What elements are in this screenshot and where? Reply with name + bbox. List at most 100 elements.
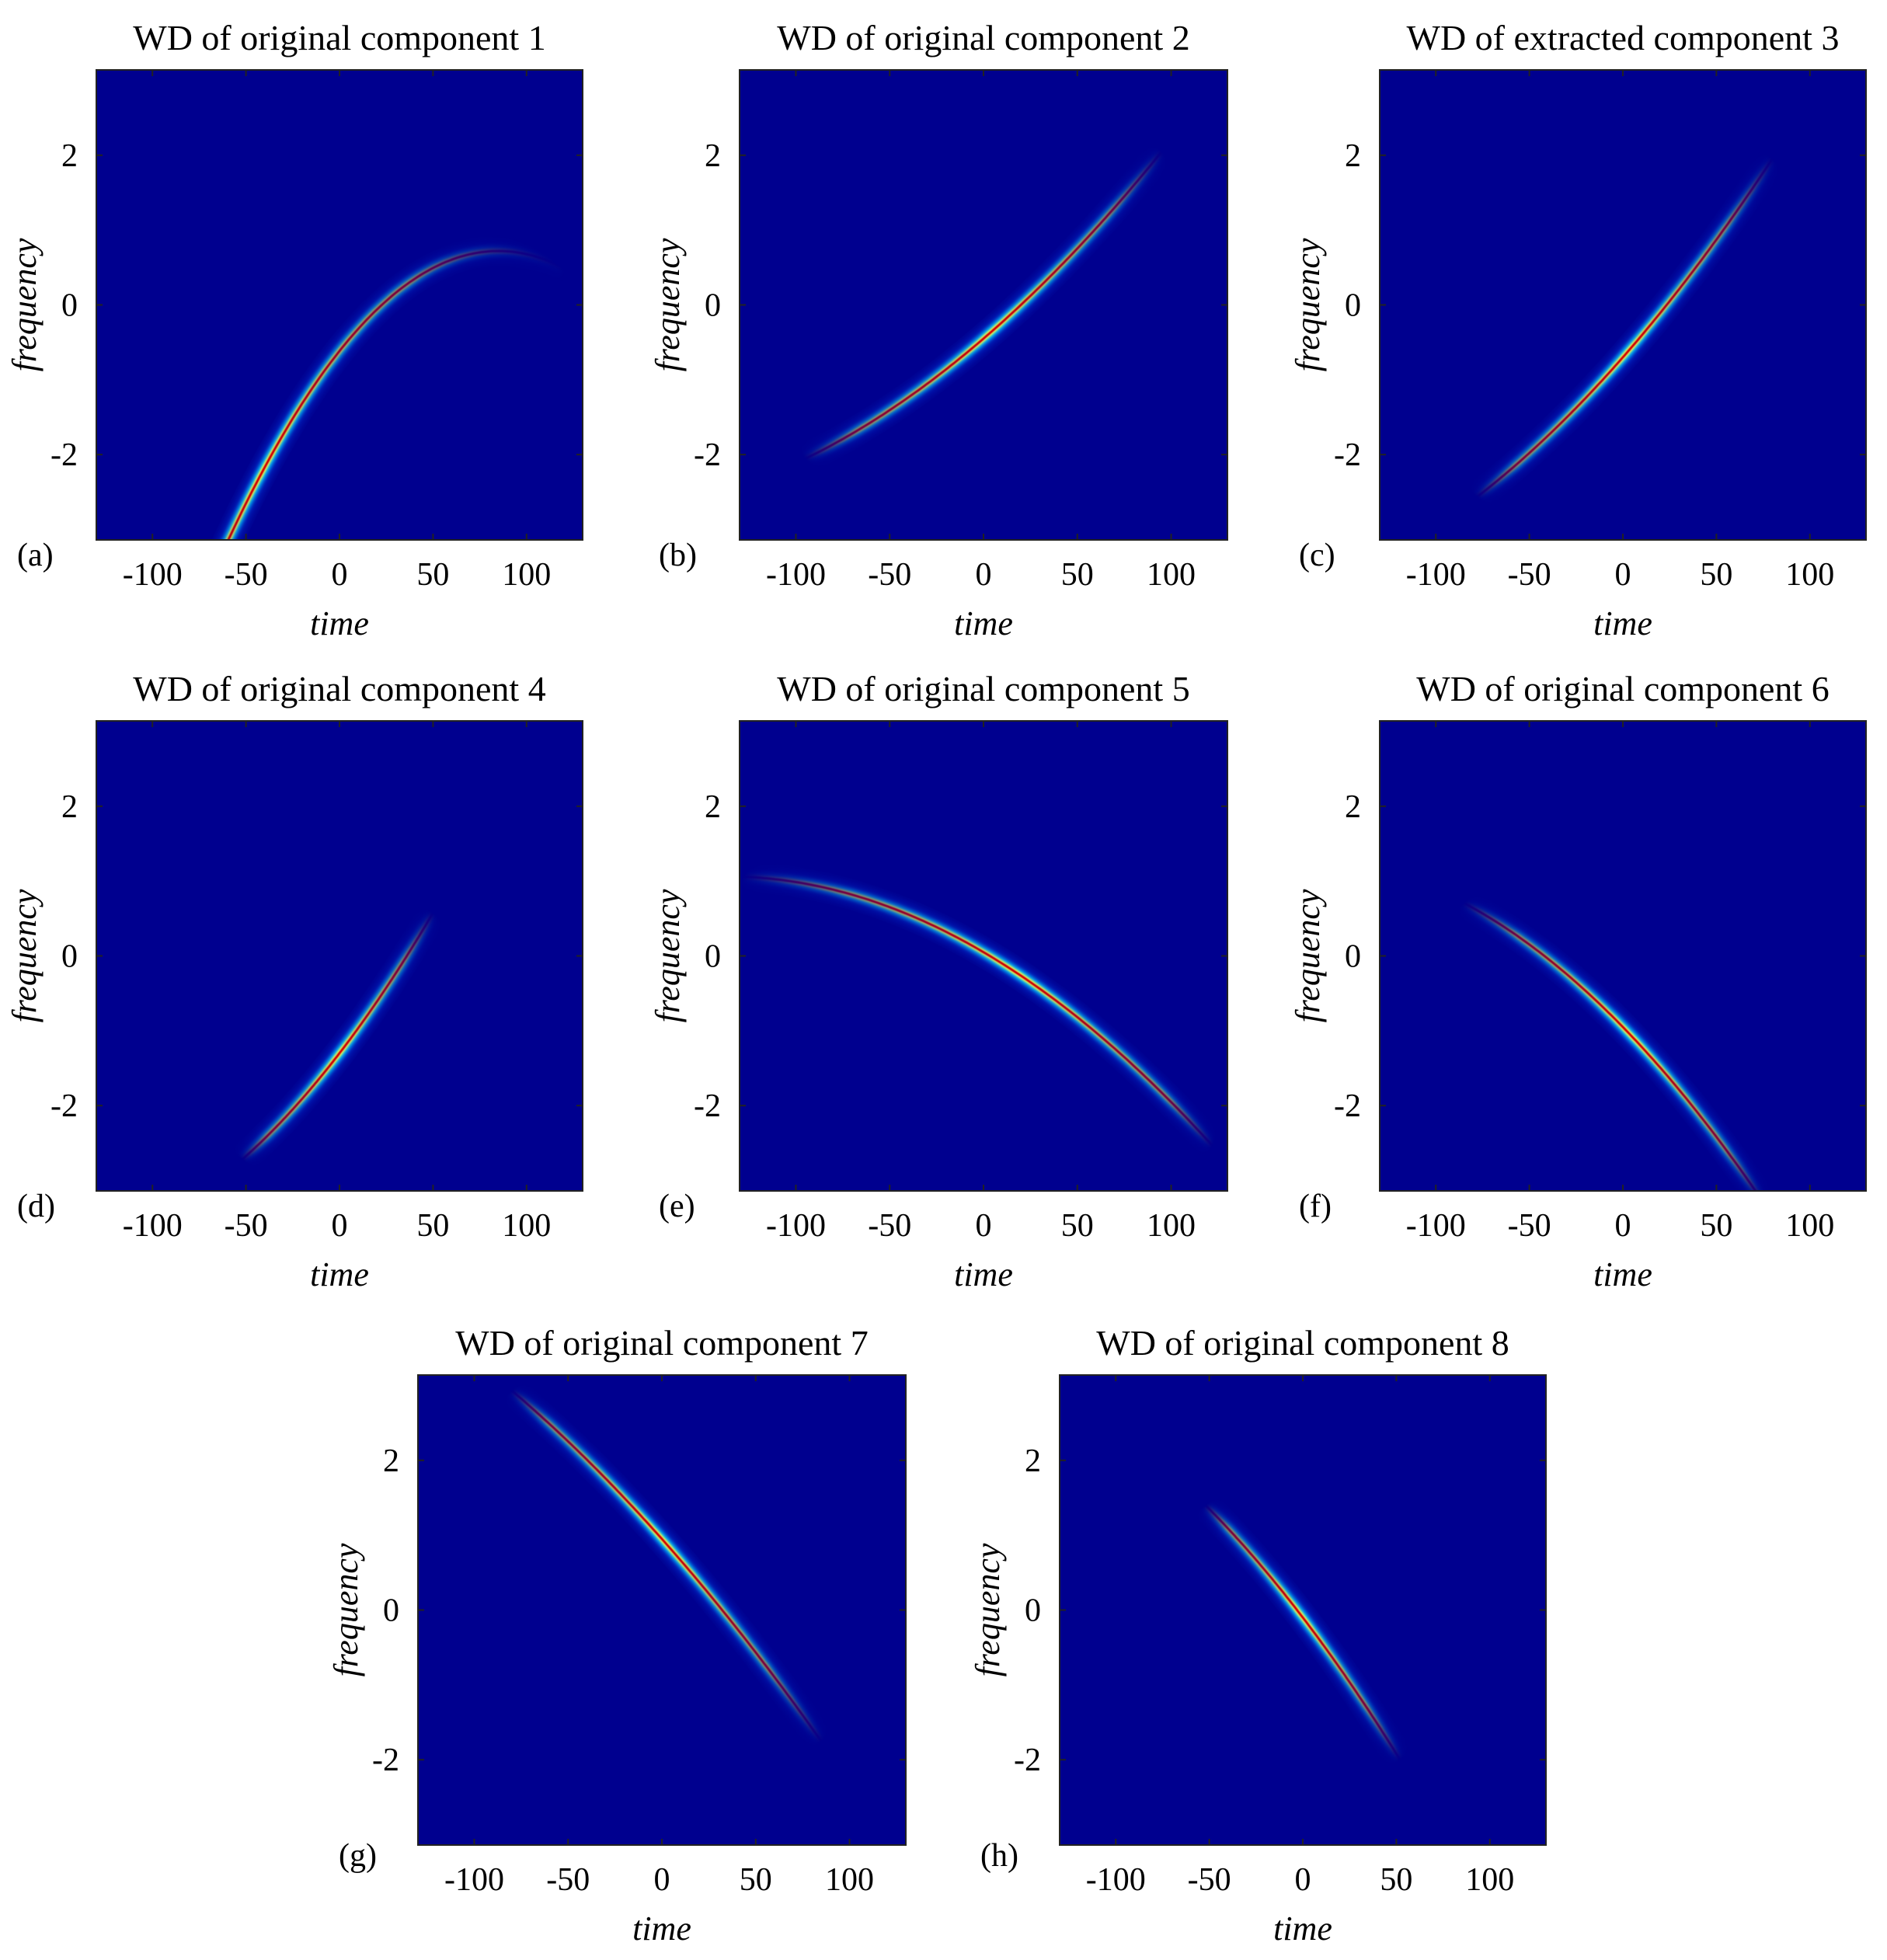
y-tick-label: 2 — [705, 789, 721, 825]
x-tick-label: 100 — [1147, 1208, 1196, 1244]
subplot-title: WD of original component 7 — [455, 1323, 868, 1363]
subplot-title: WD of original component 2 — [777, 18, 1189, 57]
x-tick-label: 0 — [654, 1862, 670, 1898]
x-tick-label: 50 — [416, 1208, 449, 1244]
y-tick-label: 2 — [705, 138, 721, 174]
x-tick-label: -100 — [1406, 1208, 1466, 1244]
y-tick-label: -2 — [50, 1088, 78, 1124]
x-tick-label: -50 — [1508, 557, 1551, 593]
x-tick-label: -100 — [766, 557, 826, 593]
panel-label: (c) — [1299, 538, 1335, 573]
x-tick-label: 50 — [1700, 557, 1732, 593]
x-tick-label: 0 — [1295, 1862, 1311, 1898]
subplot-title: WD of original component 5 — [777, 669, 1189, 708]
subplot-3: -100 -50 0 50 100 -2 0 2 WD of extracted compone… — [1289, 18, 1867, 642]
x-tick-label: 50 — [1061, 1208, 1094, 1244]
heatmap-background — [96, 721, 583, 1191]
x-tick-label: 0 — [976, 1208, 992, 1244]
y-axis-label: frequency — [969, 1543, 1007, 1676]
wd-ridge — [232, 903, 444, 1170]
x-tick-label: 0 — [1615, 1208, 1631, 1244]
x-tick-label: 100 — [1465, 1862, 1514, 1898]
subplot-7: -100 -50 0 50 100 -2 0 2 WD of original componen… — [327, 1323, 907, 1948]
y-axis-label: frequency — [649, 238, 687, 371]
y-axis-label: frequency — [5, 889, 44, 1022]
panel-label: (b) — [659, 538, 697, 573]
x-tick-label: -50 — [225, 557, 268, 593]
subplot-6: -100 -50 0 50 100 -2 0 2 WD of original componen… — [1289, 669, 1867, 1293]
subplot-title: WD of original component 8 — [1096, 1323, 1509, 1363]
y-tick-label: 0 — [705, 288, 721, 324]
x-tick-label: 100 — [1785, 1208, 1834, 1244]
y-axis-label: frequency — [5, 238, 44, 371]
panel-label: (h) — [980, 1838, 1018, 1874]
wd-ridge — [501, 1380, 832, 1752]
panel-label: (d) — [17, 1189, 55, 1224]
y-tick-label: 0 — [61, 939, 78, 975]
wd-ridge — [1454, 893, 1768, 1191]
y-tick-label: -2 — [1334, 1088, 1361, 1124]
subplot-title: WD of extracted component 3 — [1407, 18, 1840, 57]
x-axis-label: time — [310, 1255, 369, 1293]
x-tick-label: 100 — [502, 1208, 551, 1244]
wd-ridge — [795, 141, 1172, 469]
x-tick-label: 50 — [740, 1862, 772, 1898]
x-tick-label: 0 — [332, 1208, 348, 1244]
y-axis-label: frequency — [1289, 238, 1327, 371]
x-tick-label: 0 — [332, 557, 348, 593]
x-tick-label: -100 — [444, 1862, 504, 1898]
x-tick-label: 0 — [1615, 557, 1631, 593]
subplot-8: -100 -50 0 50 100 -2 0 2 WD of original componen… — [969, 1323, 1547, 1948]
y-tick-label: 0 — [61, 288, 78, 324]
y-tick-label: 2 — [61, 138, 78, 174]
ridge-layer — [241, 911, 434, 1161]
x-axis-label: time — [1593, 604, 1652, 642]
y-tick-label: 0 — [1025, 1593, 1041, 1629]
y-tick-label: 2 — [1025, 1443, 1041, 1479]
subplot-title: WD of original component 6 — [1416, 669, 1829, 708]
x-tick-label: -100 — [123, 557, 183, 593]
ridge-layer — [510, 1389, 823, 1743]
x-tick-label: 50 — [1061, 557, 1094, 593]
x-tick-label: 0 — [976, 557, 992, 593]
y-tick-label: -2 — [694, 437, 721, 473]
y-tick-label: -2 — [1334, 437, 1361, 473]
x-tick-label: -50 — [868, 1208, 911, 1244]
ridge-layer — [1204, 1504, 1401, 1761]
y-tick-label: 2 — [383, 1443, 399, 1479]
x-axis-label: time — [632, 1910, 691, 1948]
panel-label: (a) — [17, 538, 54, 573]
y-tick-label: 2 — [1345, 138, 1361, 174]
y-tick-label: 0 — [1345, 939, 1361, 975]
y-axis-label: frequency — [649, 889, 687, 1022]
subplot-5: -100 -50 0 50 100 -2 0 2 WD of original componen… — [649, 669, 1228, 1293]
ridge-layer — [742, 876, 1214, 1147]
x-axis-label: time — [310, 604, 369, 642]
x-tick-label: 100 — [502, 557, 551, 593]
x-axis-label: time — [954, 604, 1013, 642]
panel-label: (f) — [1299, 1189, 1332, 1224]
x-tick-label: 50 — [1700, 1208, 1732, 1244]
heatmap-background — [418, 1375, 906, 1845]
x-tick-label: -50 — [1508, 1208, 1551, 1244]
x-tick-label: 50 — [1380, 1862, 1412, 1898]
subplot-2: -100 -50 0 50 100 -2 0 2 WD of original componen… — [649, 18, 1228, 642]
subplot-title: WD of original component 1 — [133, 18, 545, 57]
x-tick-label: 100 — [1785, 557, 1834, 593]
heatmap-background — [96, 70, 583, 540]
x-axis-label: time — [954, 1255, 1013, 1293]
x-tick-label: -100 — [1406, 557, 1466, 593]
y-tick-label: 0 — [1345, 288, 1361, 324]
subplot-1: -100 -50 0 50 100 -2 0 2 WD of original componen… — [5, 18, 583, 642]
x-tick-label: -50 — [1188, 1862, 1231, 1898]
y-tick-label: -2 — [372, 1742, 399, 1778]
ridge-layer — [1462, 901, 1757, 1191]
ridge-layer — [804, 150, 1163, 460]
wd-ridge — [1195, 1495, 1411, 1770]
x-tick-label: -50 — [546, 1862, 590, 1898]
wd-ridge — [740, 866, 1223, 1156]
wd-ridge — [1467, 148, 1783, 507]
x-axis-label: time — [1273, 1910, 1332, 1948]
y-tick-label: 2 — [61, 789, 78, 825]
